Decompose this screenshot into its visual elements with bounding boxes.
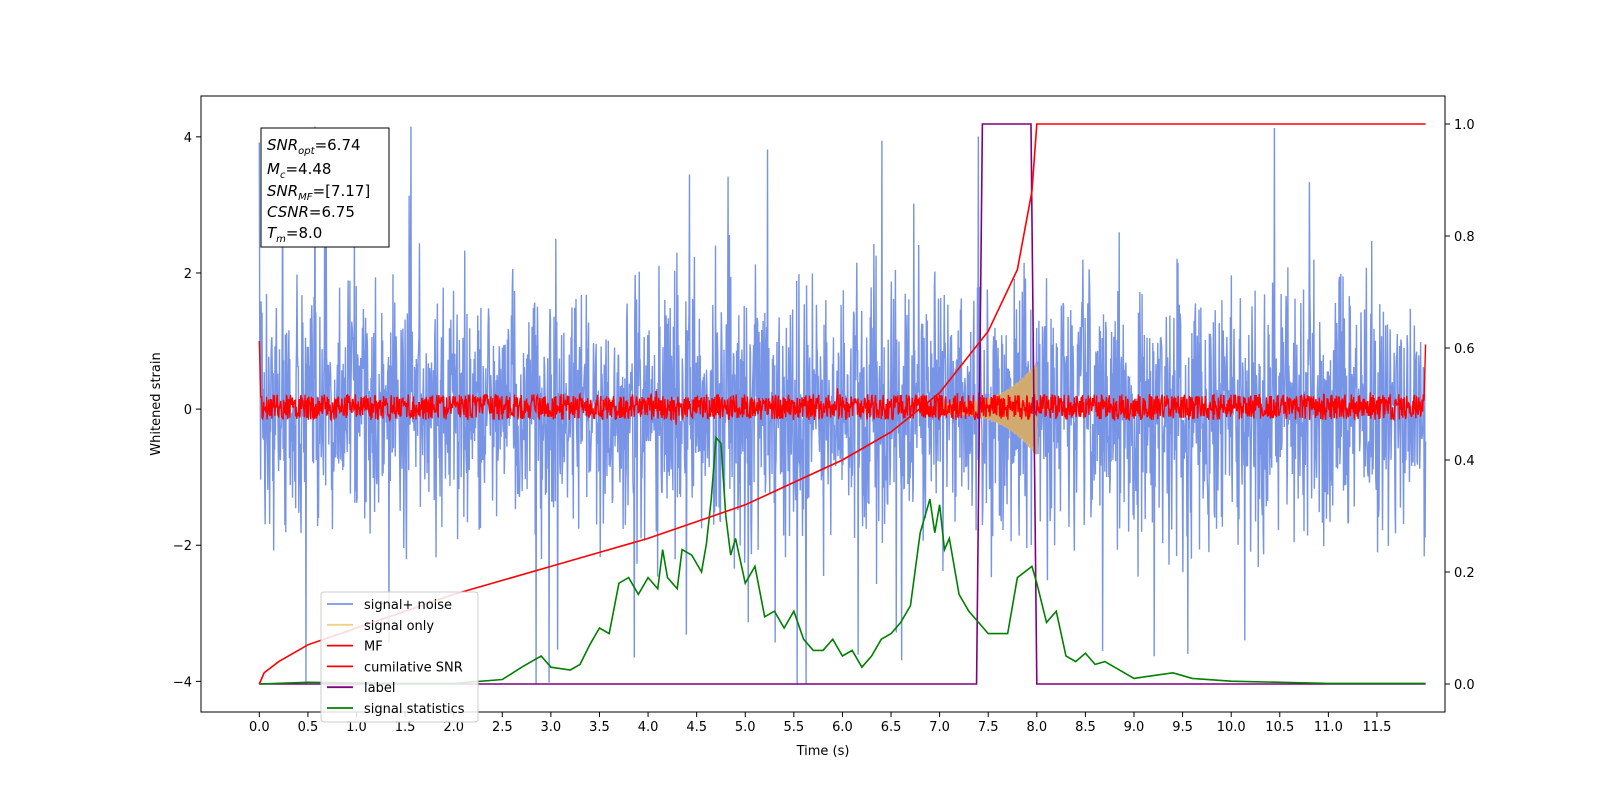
- legend: signal+ noise signal only MF cumilative SNR…: [320, 591, 479, 723]
- y-right-tick-label: 0.2: [1454, 566, 1475, 581]
- x-tick-label: 5.5: [784, 720, 805, 735]
- x-tick-label: 11.0: [1314, 720, 1343, 735]
- info-tm: Tm=8.0: [267, 224, 322, 245]
- info-snr-mf: SNRMF=[7.17]: [267, 182, 370, 203]
- y-right-tick-label: 1.0: [1454, 118, 1475, 133]
- signal-statistics-line: [259, 435, 1426, 685]
- x-tick-label: 8.0: [1026, 720, 1047, 735]
- y-axis-label: Whitened strain: [149, 352, 164, 455]
- info-box: SNRopt=6.74 Mc=4.48 SNRMF=[7.17] CSNR=6.…: [260, 127, 390, 248]
- info-snr-opt: SNRopt=6.74: [267, 136, 361, 157]
- y-right-tick-label: 0.8: [1454, 230, 1475, 245]
- x-tick-label: 9.0: [1124, 720, 1145, 735]
- plot-frame: [200, 95, 1446, 713]
- label-line: [259, 123, 1426, 685]
- x-tick-label: 2.0: [443, 720, 464, 735]
- x-tick-label: 1.0: [346, 720, 367, 735]
- x-tick-label: 4.5: [686, 720, 707, 735]
- x-tick-label: 2.5: [492, 720, 513, 735]
- y-left-tick-label: 0: [184, 403, 192, 418]
- x-tick-label: 1.5: [395, 720, 416, 735]
- x-tick-label: 10.0: [1217, 720, 1246, 735]
- axis-ticks: 0.0 0.5 1.0 1.5 2.0 2.5 3.0 3.5 4.0 4.5 5.0 5.5 6.0 6…: [173, 118, 1475, 735]
- y-left-tick-label: 2: [184, 267, 192, 282]
- x-tick-label: 8.5: [1075, 720, 1096, 735]
- x-tick-label: 4.0: [638, 720, 659, 735]
- legend-label: MF: [364, 640, 383, 655]
- x-tick-label: 11.5: [1362, 720, 1391, 735]
- x-tick-label: 10.5: [1265, 720, 1294, 735]
- legend-label: label: [364, 681, 395, 696]
- legend-frame: [320, 591, 479, 723]
- x-tick-label: 3.5: [589, 720, 610, 735]
- y-right-tick-label: 0.0: [1454, 678, 1475, 693]
- x-tick-label: 0.5: [298, 720, 319, 735]
- legend-label: signal+ noise: [364, 598, 452, 613]
- y-right-tick-label: 0.6: [1454, 342, 1475, 357]
- x-tick-label: 6.5: [881, 720, 902, 735]
- y-left-tick-label: 4: [184, 131, 192, 146]
- legend-label: cumilative SNR: [364, 660, 463, 675]
- info-mc: Mc=4.48: [267, 160, 331, 181]
- mf-series: [258, 341, 1427, 425]
- y-left-tick-label: −2: [173, 539, 192, 554]
- x-tick-label: 3.0: [541, 720, 562, 735]
- x-tick-label: 7.5: [978, 720, 999, 735]
- signal-noise-series: [258, 126, 1427, 685]
- y-left-tick-label: −4: [173, 675, 192, 690]
- x-tick-label: 0.0: [249, 720, 270, 735]
- legend-label: signal statistics: [364, 702, 465, 717]
- legend-label: signal only: [364, 619, 434, 634]
- y-right-tick-label: 0.4: [1454, 454, 1475, 469]
- x-tick-label: 7.0: [929, 720, 950, 735]
- x-tick-label: 9.5: [1172, 720, 1193, 735]
- x-tick-label: 6.0: [832, 720, 853, 735]
- x-tick-label: 5.0: [735, 720, 756, 735]
- x-axis-label: Time (s): [796, 744, 850, 759]
- mf-line: [258, 341, 1427, 425]
- info-csnr: CSNR=6.75: [267, 203, 355, 221]
- signal-noise-line: [258, 126, 1427, 685]
